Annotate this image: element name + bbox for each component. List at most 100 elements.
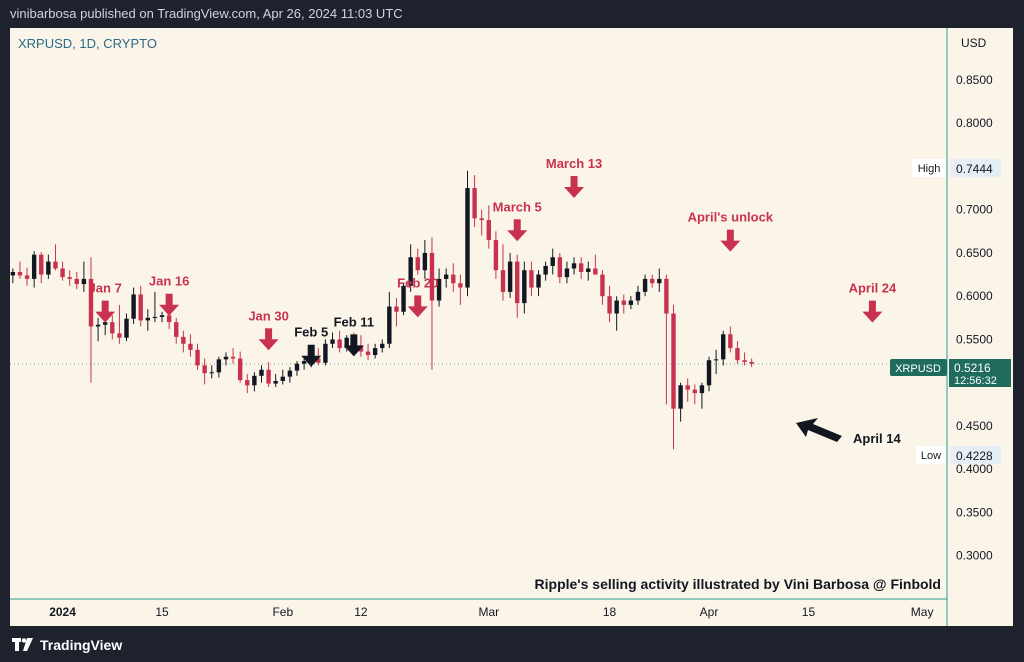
candle[interactable] <box>372 343 378 359</box>
candle[interactable] <box>188 334 193 357</box>
candle[interactable] <box>209 365 214 379</box>
candle[interactable] <box>571 257 577 275</box>
candle[interactable] <box>699 382 705 409</box>
candle[interactable] <box>195 343 200 370</box>
candle[interactable] <box>81 261 87 292</box>
candle[interactable] <box>458 274 463 305</box>
candle[interactable] <box>74 271 79 290</box>
candle[interactable] <box>181 330 186 353</box>
candle[interactable] <box>245 374 250 394</box>
candle[interactable] <box>95 317 101 342</box>
candle[interactable] <box>88 257 94 383</box>
candle[interactable] <box>550 248 555 275</box>
tradingview-logo[interactable]: TradingView <box>12 636 122 654</box>
candle[interactable] <box>39 252 44 284</box>
candle[interactable] <box>294 361 300 376</box>
candle[interactable] <box>649 274 655 288</box>
candle[interactable] <box>429 237 435 370</box>
candlestick-chart[interactable]: Jan 7 Jan 16 Jan 30 Feb 5 Feb 11 Feb 20 March … <box>10 28 1013 626</box>
candle[interactable] <box>536 270 541 297</box>
candle[interactable] <box>266 361 271 388</box>
candle[interactable] <box>202 358 207 385</box>
candle[interactable] <box>330 332 335 349</box>
candle[interactable] <box>522 261 527 314</box>
currency-label[interactable]: USD <box>961 36 987 50</box>
chart-area[interactable]: Jan 7 Jan 16 Jan 30 Feb 5 Feb 11 Feb 20 March … <box>10 28 1013 626</box>
candle[interactable] <box>131 287 136 324</box>
candle[interactable] <box>543 261 548 281</box>
candle[interactable] <box>10 268 16 284</box>
candle[interactable] <box>479 209 484 236</box>
candle[interactable] <box>692 384 698 405</box>
candle[interactable] <box>735 341 740 364</box>
candle[interactable] <box>586 261 591 281</box>
candle[interactable] <box>600 270 605 305</box>
candle[interactable] <box>60 261 65 281</box>
candle[interactable] <box>152 291 158 323</box>
candle[interactable] <box>31 251 37 288</box>
candle[interactable] <box>685 378 690 402</box>
candle[interactable] <box>742 352 747 366</box>
candle[interactable] <box>259 365 264 383</box>
candle[interactable] <box>365 343 371 361</box>
candle[interactable] <box>578 257 584 279</box>
candle[interactable] <box>46 254 51 279</box>
candle[interactable] <box>174 317 179 344</box>
candle[interactable] <box>493 231 499 279</box>
candle[interactable] <box>415 248 420 275</box>
candle[interactable] <box>323 339 328 366</box>
candle[interactable] <box>664 274 669 405</box>
candle[interactable] <box>671 304 676 450</box>
candle[interactable] <box>230 348 236 364</box>
symbol-title[interactable]: XRPUSD, 1D, CRYPTO <box>18 36 157 51</box>
candle[interactable] <box>273 374 278 388</box>
candle[interactable] <box>53 244 58 271</box>
candle[interactable] <box>749 358 754 368</box>
candle[interactable] <box>635 285 641 305</box>
candle[interactable] <box>422 239 428 279</box>
candle[interactable] <box>110 315 115 340</box>
candle[interactable] <box>593 254 598 275</box>
candle[interactable] <box>145 309 151 331</box>
candle[interactable] <box>344 335 349 352</box>
candle[interactable] <box>515 254 520 318</box>
candle[interactable] <box>642 274 648 297</box>
candle[interactable] <box>614 296 619 331</box>
candle[interactable] <box>117 304 122 344</box>
candle[interactable] <box>280 369 285 385</box>
candle[interactable] <box>728 326 733 353</box>
candle[interactable] <box>408 244 413 292</box>
candle[interactable] <box>252 372 257 392</box>
candle[interactable] <box>628 296 634 310</box>
candle[interactable] <box>380 339 385 353</box>
candle[interactable] <box>465 170 470 297</box>
candle[interactable] <box>223 352 229 366</box>
candle[interactable] <box>472 175 477 227</box>
candle[interactable] <box>451 263 456 292</box>
candle[interactable] <box>387 291 392 349</box>
candle[interactable] <box>436 268 442 307</box>
candle[interactable] <box>486 205 492 249</box>
candle[interactable] <box>721 330 726 366</box>
candle[interactable] <box>529 261 534 297</box>
candle[interactable] <box>124 313 129 342</box>
candle[interactable] <box>394 297 399 327</box>
candle[interactable] <box>621 294 626 314</box>
candle[interactable] <box>337 330 342 353</box>
candle[interactable] <box>287 367 293 383</box>
candle[interactable] <box>401 283 406 316</box>
candle[interactable] <box>237 351 243 383</box>
candle[interactable] <box>138 285 143 327</box>
candle[interactable] <box>678 382 683 422</box>
candle[interactable] <box>24 267 30 286</box>
candle[interactable] <box>507 252 513 298</box>
candle[interactable] <box>17 261 23 279</box>
candle[interactable] <box>500 244 506 301</box>
candle[interactable] <box>443 268 449 288</box>
candle[interactable] <box>713 349 719 375</box>
candle[interactable] <box>67 270 72 286</box>
candle[interactable] <box>657 268 662 292</box>
candle[interactable] <box>607 285 612 323</box>
candle[interactable] <box>564 261 570 284</box>
candle[interactable] <box>216 356 222 378</box>
